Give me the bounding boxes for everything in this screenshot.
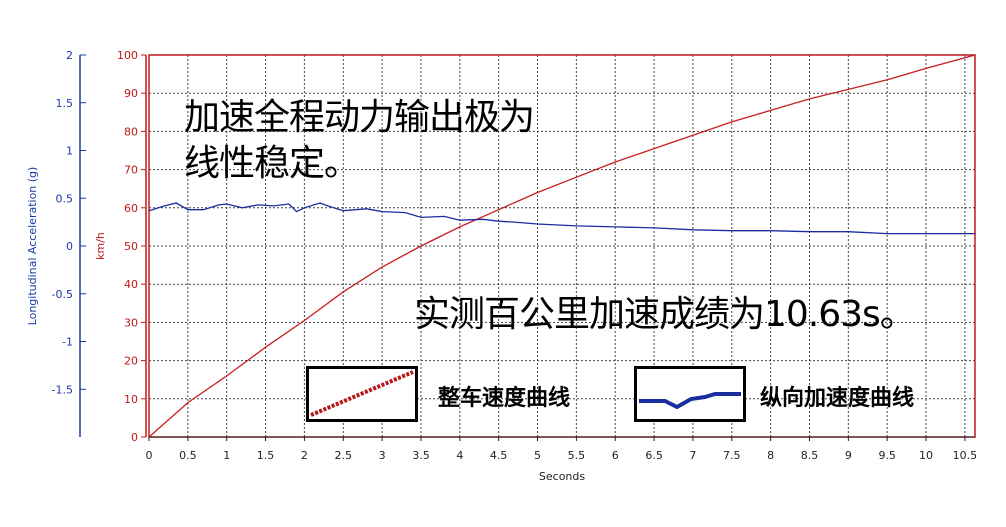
left-axis-title: Longitudinal Acceleration (g) bbox=[26, 167, 39, 326]
x-tick-label: 7.5 bbox=[723, 449, 741, 462]
left-tick-label: -0.5 bbox=[52, 288, 73, 301]
left-tick-label: -1.5 bbox=[52, 383, 73, 396]
annotation-result: 实测百公里加速成绩为10.63s。 bbox=[414, 294, 916, 335]
acceleration-series-line bbox=[148, 202, 975, 235]
legend-label-accel: 纵向加速度曲线 bbox=[760, 386, 915, 411]
right-tick-label: 60 bbox=[124, 202, 138, 215]
x-tick-label: 8.5 bbox=[801, 449, 819, 462]
right-tick-label: 40 bbox=[124, 278, 138, 291]
x-tick-label: 8 bbox=[767, 449, 774, 462]
x-tick-label: 4 bbox=[456, 449, 463, 462]
right-tick-label: 70 bbox=[124, 164, 138, 177]
x-axis-title: Seconds bbox=[539, 470, 585, 483]
legend-swatch-accel bbox=[634, 366, 746, 422]
x-tick-label: 0.5 bbox=[179, 449, 197, 462]
right-tick-label: 50 bbox=[124, 240, 138, 253]
left-tick-label: 1.5 bbox=[56, 97, 74, 110]
x-tick-label: 10 bbox=[919, 449, 933, 462]
left-tick-label: 2 bbox=[66, 49, 73, 62]
right-tick-label: 0 bbox=[131, 431, 138, 444]
right-tick-label: 100 bbox=[117, 49, 138, 62]
left-tick-label: -1 bbox=[62, 336, 73, 349]
right-tick-label: 80 bbox=[124, 125, 138, 138]
right-tick-label: 20 bbox=[124, 355, 138, 368]
annotation-line-2: 线性稳定。 bbox=[184, 143, 360, 184]
x-tick-label: 5.5 bbox=[568, 449, 586, 462]
x-tick-label: 6 bbox=[612, 449, 619, 462]
right-tick-label: 90 bbox=[124, 87, 138, 100]
legend-swatch-speed bbox=[306, 366, 418, 422]
x-tick-label: 4.5 bbox=[490, 449, 508, 462]
x-tick-label: 6.5 bbox=[645, 449, 663, 462]
x-tick-label: 7 bbox=[689, 449, 696, 462]
left-tick-label: 0 bbox=[66, 240, 73, 253]
speed-series-line bbox=[148, 54, 976, 438]
right-axis-title: km/h bbox=[94, 232, 107, 260]
right-tick-label: 10 bbox=[124, 393, 138, 406]
x-tick-label: 5 bbox=[534, 449, 541, 462]
x-tick-label: 0 bbox=[146, 449, 153, 462]
x-tick-label: 2.5 bbox=[335, 449, 353, 462]
x-tick-label: 2 bbox=[301, 449, 308, 462]
legend-label-speed: 整车速度曲线 bbox=[438, 386, 571, 411]
x-tick-label: 3 bbox=[379, 449, 386, 462]
annotation-line-1: 加速全程动力输出极为 bbox=[184, 97, 535, 138]
right-tick-label: 30 bbox=[124, 316, 138, 329]
x-tick-label: 1 bbox=[223, 449, 230, 462]
left-tick-label: 0.5 bbox=[56, 192, 74, 205]
x-tick-label: 1.5 bbox=[257, 449, 275, 462]
left-tick-label: 1 bbox=[66, 145, 73, 158]
x-tick-label: 10.5 bbox=[953, 449, 978, 462]
x-tick-label: 9 bbox=[845, 449, 852, 462]
x-tick-label: 9.5 bbox=[878, 449, 896, 462]
x-tick-label: 3.5 bbox=[412, 449, 430, 462]
